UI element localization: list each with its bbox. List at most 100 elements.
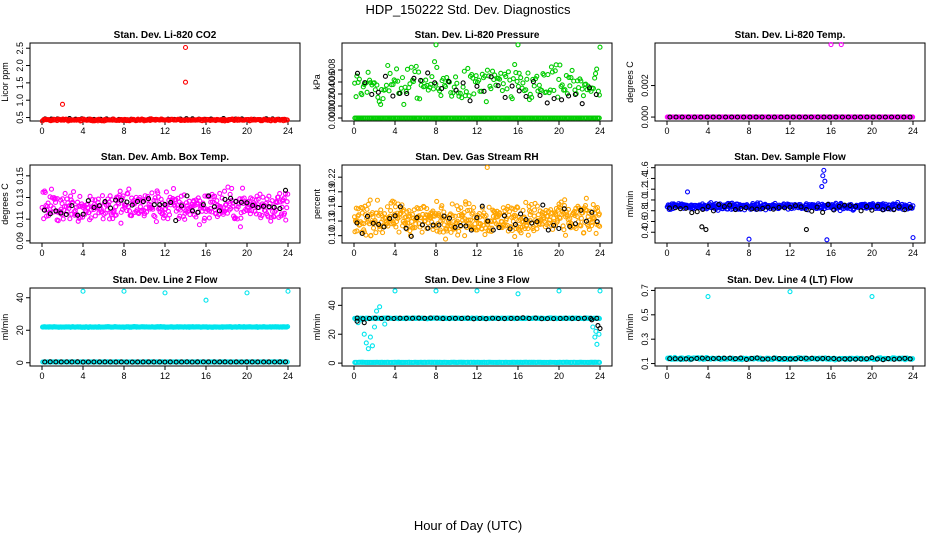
- data-point: [212, 193, 218, 199]
- data-point: [765, 356, 771, 362]
- data-point: [716, 355, 722, 361]
- data-point: [410, 79, 416, 85]
- data-point: [359, 92, 365, 98]
- data-point: [784, 114, 790, 120]
- data-point: [282, 359, 289, 365]
- data-point: [374, 82, 380, 88]
- data-point: [558, 199, 564, 205]
- data-point: [384, 204, 391, 210]
- data-point: [414, 215, 420, 221]
- panel-title: Stan. Dev. Gas Stream RH: [415, 152, 538, 163]
- data-point: [874, 356, 880, 362]
- data-point: [382, 321, 388, 327]
- data-point: [266, 193, 272, 199]
- data-point: [749, 206, 755, 212]
- data-point: [703, 227, 709, 233]
- data-point: [397, 315, 403, 321]
- data-point: [355, 206, 361, 212]
- data-point: [864, 356, 870, 362]
- data-point: [470, 210, 476, 216]
- data-point: [107, 216, 113, 222]
- y-tick-label: 20: [15, 325, 25, 335]
- data-point: [107, 205, 114, 211]
- data-point: [683, 205, 689, 211]
- data-point: [373, 230, 379, 236]
- x-tick-label: 0: [664, 371, 669, 381]
- data-point: [113, 197, 119, 203]
- data-point: [809, 208, 815, 214]
- data-point: [102, 359, 108, 365]
- data-point: [537, 92, 543, 99]
- data-point: [205, 359, 212, 365]
- data-point: [189, 208, 196, 214]
- y-tick-label: 1.2: [640, 183, 650, 196]
- data-point: [594, 66, 600, 72]
- data-point: [200, 202, 206, 208]
- y-tick-label: 0.09: [15, 232, 25, 250]
- x-tick-label: 12: [160, 126, 170, 136]
- data-point: [433, 288, 439, 294]
- data-point: [354, 70, 361, 76]
- data-point: [820, 355, 826, 362]
- data-point: [474, 217, 480, 223]
- data-point: [593, 91, 599, 98]
- data-point: [274, 200, 280, 206]
- data-point: [494, 208, 500, 214]
- data-point: [354, 73, 360, 79]
- data-point: [80, 288, 86, 294]
- data-point: [439, 85, 445, 92]
- data-point: [753, 114, 759, 120]
- data-point: [562, 87, 568, 93]
- data-point: [803, 206, 809, 213]
- panel-5: Stan. Dev. Sample Flow ml/min 0 4 8 12 16 20 24 0…: [625, 152, 926, 258]
- data-point: [864, 203, 870, 210]
- x-tick-label: 8: [433, 126, 438, 136]
- data-point: [458, 205, 464, 211]
- data-point: [146, 359, 152, 365]
- data-point: [60, 216, 66, 222]
- data-point: [581, 315, 587, 321]
- data-point: [546, 90, 552, 96]
- x-tick-label: 8: [746, 248, 751, 258]
- y-tick-label: 0.8: [640, 204, 650, 217]
- data-point: [237, 224, 243, 230]
- data-point: [510, 206, 516, 212]
- data-point: [430, 222, 436, 228]
- x-tick-label: 24: [283, 248, 293, 258]
- data-point: [285, 191, 291, 197]
- data-point: [255, 204, 261, 211]
- data-point: [502, 94, 508, 101]
- x-tick-label: 8: [746, 371, 751, 381]
- data-point: [250, 200, 257, 206]
- data-point: [377, 304, 383, 310]
- y-tick-label: 0: [327, 361, 337, 366]
- data-point: [594, 219, 600, 225]
- data-point: [526, 315, 532, 321]
- data-point: [43, 213, 50, 219]
- data-point: [162, 290, 168, 296]
- data-point: [747, 114, 753, 120]
- data-point: [556, 225, 562, 232]
- data-point: [497, 76, 503, 82]
- data-point: [383, 82, 389, 88]
- data-point: [478, 88, 485, 94]
- data-point: [80, 211, 86, 217]
- data-point: [162, 359, 168, 365]
- x-tick-label: 20: [554, 126, 564, 136]
- data-point: [896, 356, 902, 362]
- data-point: [831, 207, 837, 213]
- data-point: [441, 209, 447, 215]
- y-tick-label: 0.4: [640, 226, 650, 239]
- data-point: [556, 76, 562, 82]
- data-point: [152, 195, 158, 201]
- data-point: [228, 359, 234, 365]
- y-tick-label: 0.22: [327, 168, 337, 186]
- data-point: [749, 355, 755, 361]
- data-point: [667, 356, 673, 362]
- data-point: [568, 75, 574, 81]
- panel-title: Stan. Dev. Line 3 Flow: [425, 275, 530, 286]
- data-point: [368, 232, 374, 239]
- data-point: [373, 308, 380, 314]
- data-point: [64, 196, 70, 202]
